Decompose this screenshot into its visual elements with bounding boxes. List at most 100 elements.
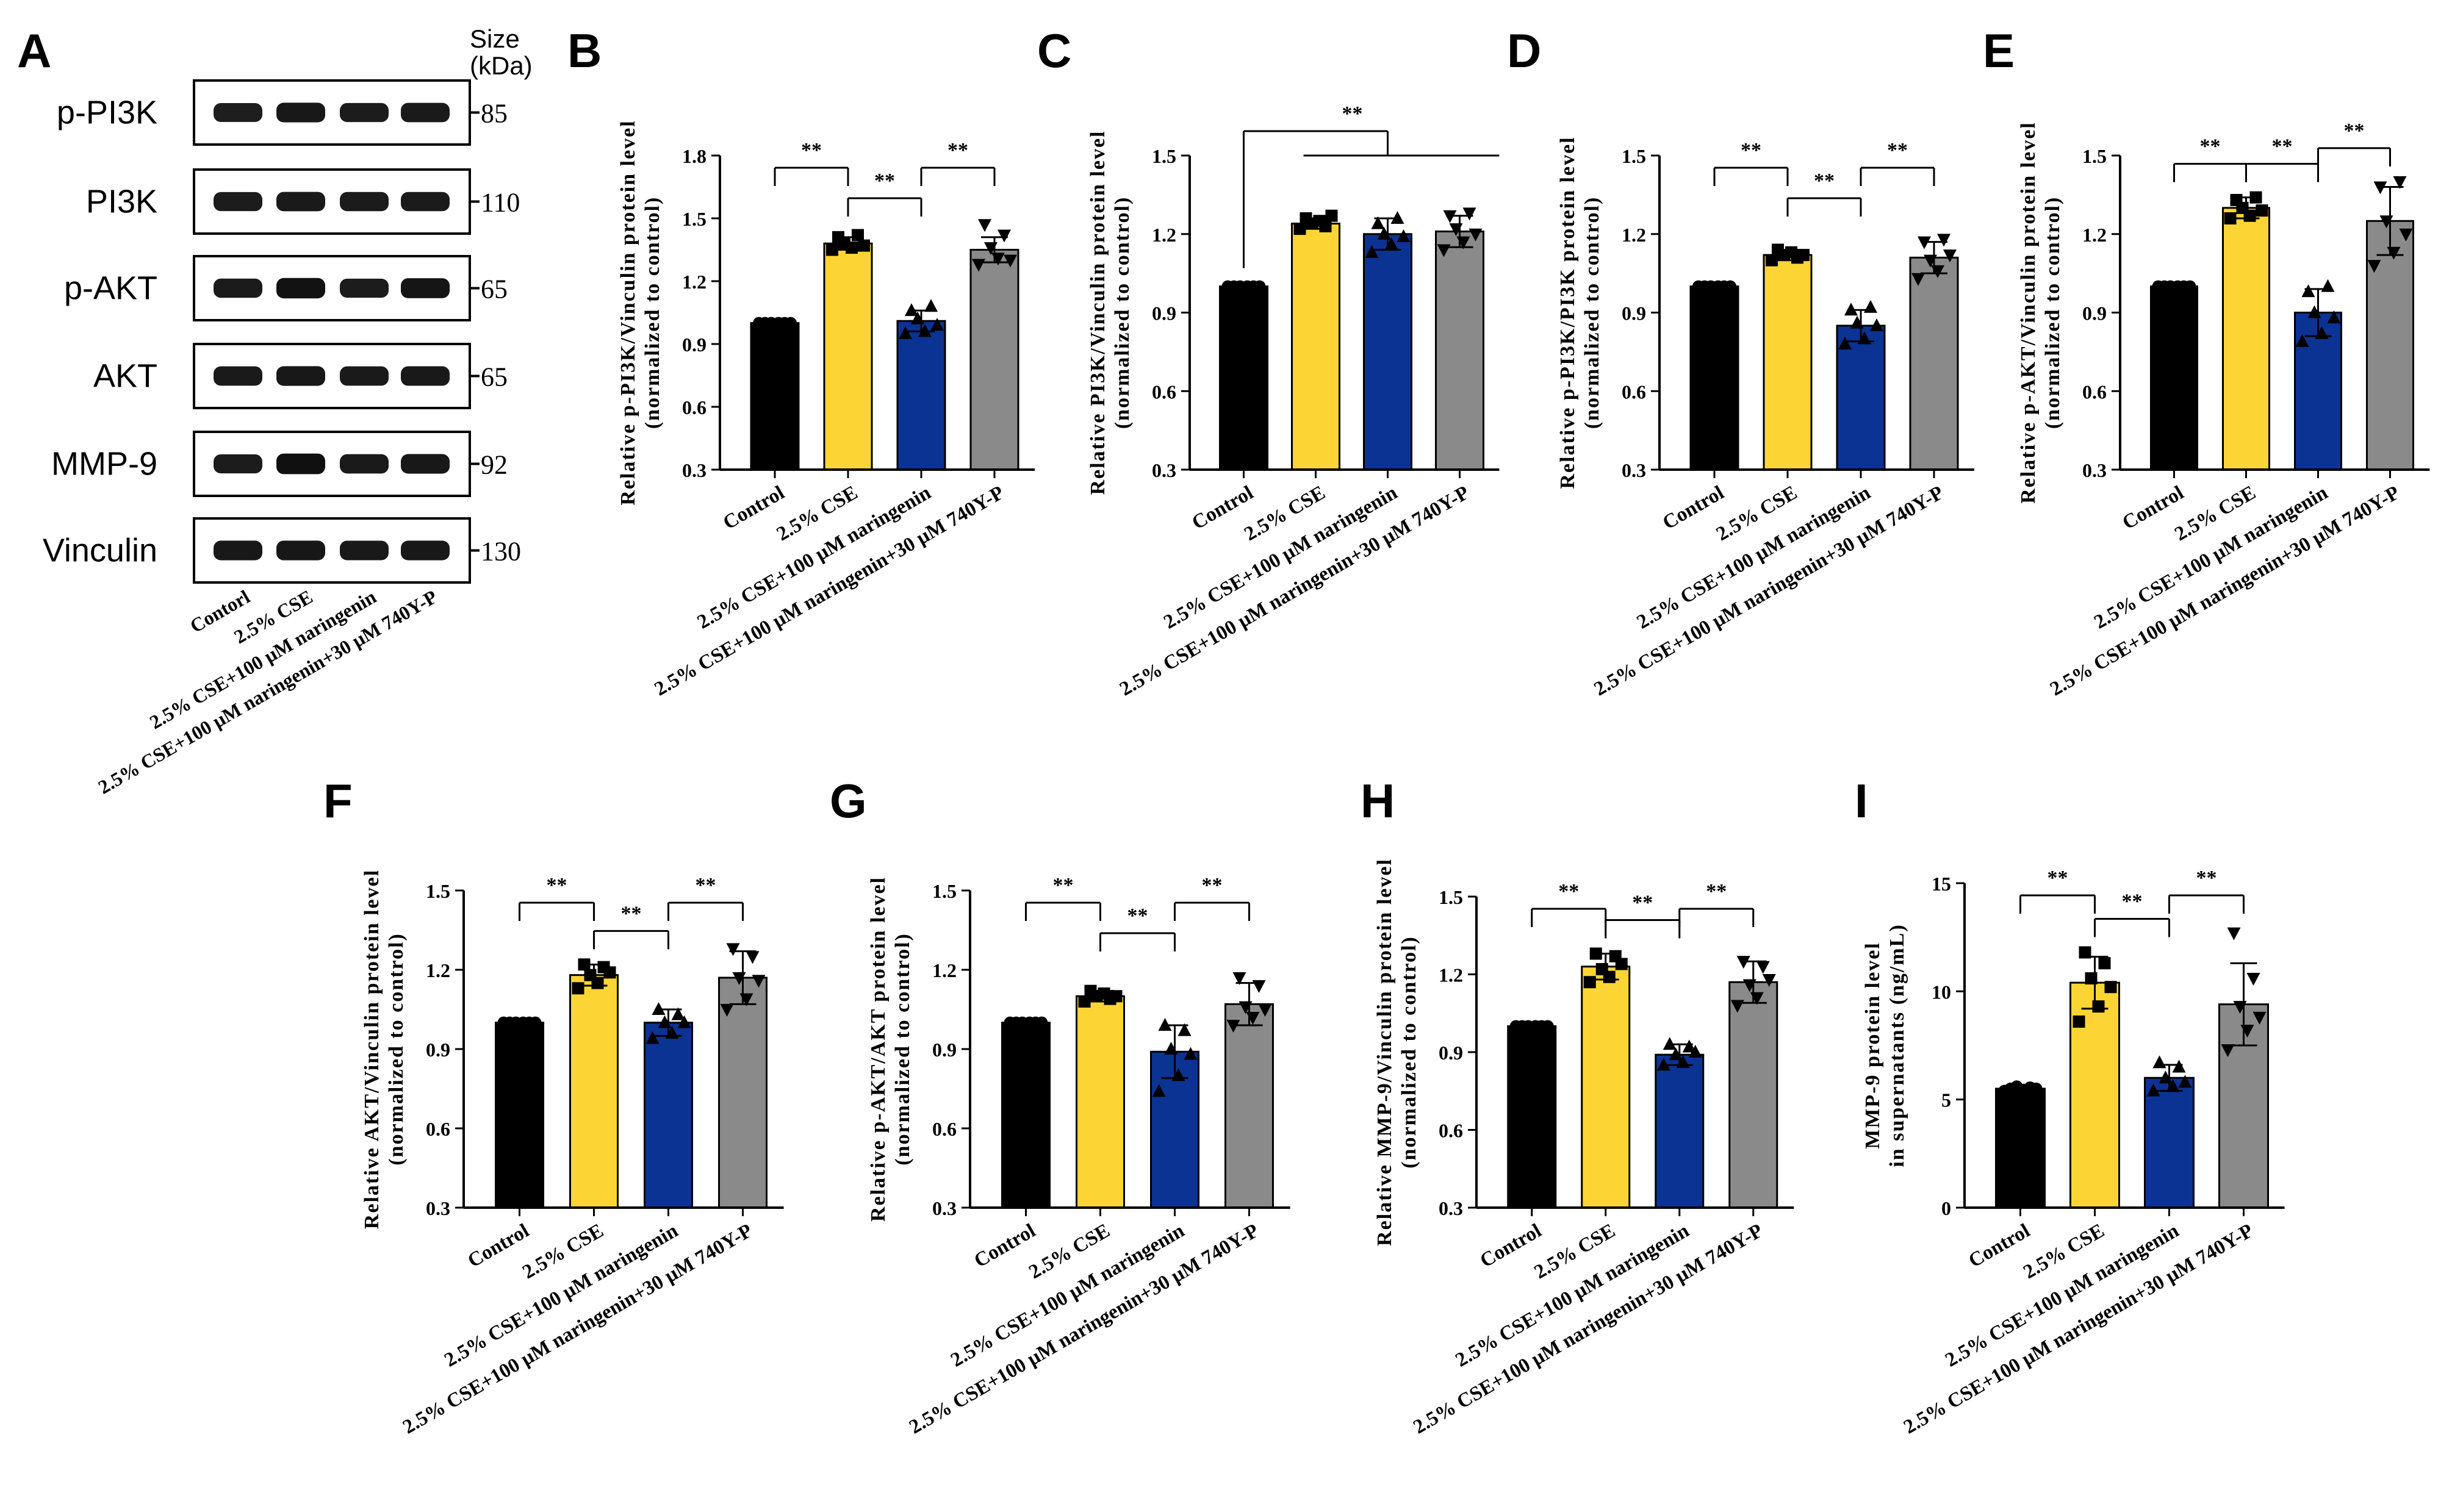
data-point (1177, 1023, 1192, 1036)
panel-a-western-blot: A Size(kDa) p-PI3K 85 PI3K 110 p-AKT 65 AKT 65 MMP… (17, 24, 533, 798)
data-point (978, 219, 991, 232)
data-point (918, 324, 932, 337)
data-point (2166, 1079, 2180, 1092)
data-point (1377, 226, 1391, 240)
panel-e-chart: E Relative p-AKT/Vinculin protein level (n… (1983, 24, 2430, 700)
data-point (652, 1002, 666, 1015)
data-point (2321, 279, 2335, 292)
data-point (1246, 1012, 1260, 1025)
blot-band (276, 102, 325, 123)
blot-band (214, 192, 262, 212)
bar-f-1 (569, 974, 619, 1209)
data-point (1844, 303, 1858, 316)
sig-label: ** (1127, 905, 1148, 927)
y-tick-label: 5 (1941, 1089, 1951, 1111)
y-tick-label: 0.3 (1439, 1197, 1463, 1219)
y-axis-label: MMP-9 protein level (1861, 942, 1884, 1149)
blot-band (276, 540, 325, 561)
data-point (1390, 211, 1404, 224)
sig-label: ** (2344, 120, 2365, 142)
data-point (529, 1016, 542, 1029)
bar-i-2 (2144, 1077, 2195, 1209)
y-tick-label: 0.6 (426, 1118, 450, 1140)
data-point (899, 326, 912, 339)
bar-h-2 (1655, 1053, 1705, 1209)
y-axis-label: Relative p-PI3K/Vinculin protein level (617, 120, 639, 505)
data-point (2079, 946, 2091, 959)
sig-label: ** (2200, 135, 2221, 158)
sig-label: ** (1342, 102, 1363, 125)
y-tick-label: 0.3 (1622, 459, 1646, 481)
data-point (2252, 1011, 2267, 1025)
y-tick-label: 0.3 (426, 1197, 450, 1219)
bar-d-3 (1909, 256, 1959, 471)
data-point (1583, 976, 1596, 989)
panel-letter-b: B (567, 24, 602, 77)
data-point (1742, 979, 1756, 992)
blot-label-1: PI3K (86, 184, 157, 220)
blot-band (276, 278, 325, 299)
data-point (2307, 305, 2321, 318)
data-point (2146, 1083, 2160, 1097)
sig-label: ** (1814, 170, 1835, 192)
blot-band (401, 540, 450, 561)
sig-label: ** (2196, 867, 2217, 889)
size-label-5: 130 (481, 537, 521, 567)
data-point (1724, 280, 1736, 293)
y-tick-label: 1.2 (1439, 964, 1463, 986)
data-point (1911, 273, 1925, 286)
data-point (1656, 1058, 1670, 1071)
data-point (2178, 1075, 2192, 1088)
y-tick-label: 1.5 (2082, 145, 2107, 167)
data-point (905, 303, 918, 317)
bar-e-1 (2222, 207, 2270, 471)
data-point (2327, 310, 2341, 324)
data-point (658, 1015, 672, 1028)
data-point (984, 242, 998, 256)
bar-e-0 (2150, 285, 2198, 471)
data-point (2221, 1044, 2235, 1058)
size-label-4: 92 (481, 450, 508, 480)
panel-g-chart: G Relative p-AKT/AKT protein level (normal… (830, 774, 1290, 1438)
blot-band (401, 102, 450, 123)
data-point (1371, 216, 1385, 229)
data-point (1850, 315, 1864, 329)
data-point (2295, 334, 2309, 347)
data-point (1293, 223, 1306, 235)
y-tick-label: 1.5 (426, 880, 450, 902)
sig-label: ** (621, 902, 642, 925)
blot-band (401, 192, 450, 212)
data-point (1164, 1042, 1178, 1055)
blot-band (214, 454, 262, 474)
data-point (1797, 249, 1810, 262)
y-tick-label: 0.3 (2082, 459, 2107, 481)
data-point (1756, 961, 1770, 974)
bar-c-0 (1219, 285, 1268, 471)
data-point (1931, 265, 1944, 278)
panel-h-chart: H Relative MMP-9/Vinculin protein level (n… (1361, 774, 1794, 1438)
data-point (858, 239, 870, 252)
y-axis-label: Relative MMP-9/Vinculin protein level (1373, 858, 1396, 1246)
data-point (998, 229, 1011, 243)
y-tick-label: 0.6 (1152, 381, 1176, 403)
panel-d-chart: D Relative p-PI3K/PI3K protein level (norm… (1507, 24, 1974, 700)
data-point (1762, 974, 1776, 987)
bar-e-3 (2366, 220, 2414, 471)
blot-label-5: Vinculin (43, 532, 157, 569)
bar-h-0 (1507, 1025, 1557, 1209)
sig-label: ** (2122, 890, 2143, 912)
data-point (1449, 223, 1463, 237)
y-axis-sublabel: (normalized to control) (1111, 196, 1134, 429)
y-axis-label: Relative PI3K/Vinculin protein level (1087, 130, 1109, 495)
size-label-3: 65 (481, 362, 508, 392)
data-point (1325, 209, 1338, 222)
data-point (746, 951, 760, 964)
sig-label: ** (2272, 135, 2293, 158)
data-point (572, 982, 584, 995)
data-point (1688, 1045, 1702, 1058)
blot-band (401, 454, 450, 474)
y-axis-sublabel: (normalized to control) (385, 933, 408, 1166)
data-point (1253, 280, 1266, 293)
y-axis-label: Relative p-AKT/Vinculin protein level (2017, 121, 2040, 503)
y-tick-label: 1.2 (682, 271, 706, 293)
